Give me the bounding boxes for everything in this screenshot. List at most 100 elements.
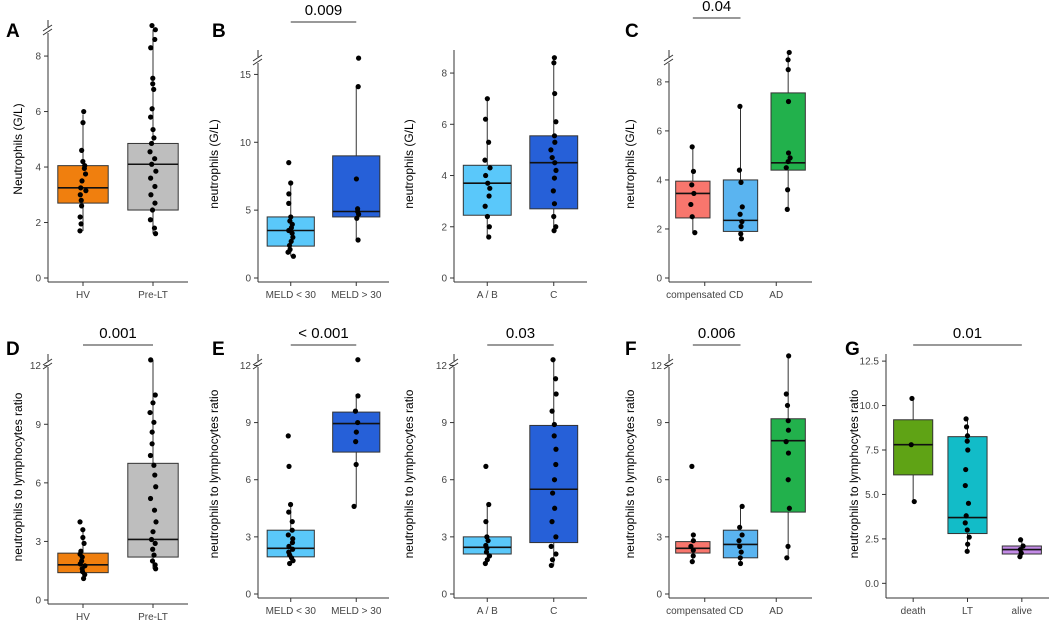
data-point bbox=[147, 217, 154, 223]
data-point bbox=[785, 98, 792, 105]
data-point bbox=[150, 529, 156, 535]
data-point bbox=[289, 539, 296, 546]
data-point bbox=[81, 108, 87, 115]
x-tick-label: MELD > 30 bbox=[331, 606, 382, 617]
y-axis-title: neutrophils to lymphocytes ratio bbox=[623, 389, 637, 558]
y-tick-label: 2 bbox=[35, 218, 41, 229]
data-point bbox=[552, 90, 558, 97]
x-tick-label: MELD < 30 bbox=[266, 290, 317, 301]
y-tick-label: 5.0 bbox=[865, 490, 879, 501]
x-tick-label: AD bbox=[769, 290, 783, 301]
data-point bbox=[151, 419, 157, 425]
box-compensated-cd bbox=[675, 463, 711, 565]
data-point bbox=[152, 472, 158, 478]
data-point bbox=[353, 429, 359, 435]
data-point bbox=[909, 395, 915, 402]
data-point bbox=[151, 552, 157, 558]
data-point bbox=[355, 357, 361, 363]
y-tick-label: 6 bbox=[35, 107, 41, 118]
data-point bbox=[152, 562, 158, 568]
box-pre-lt bbox=[127, 22, 179, 237]
data-point bbox=[149, 441, 155, 447]
data-point bbox=[783, 391, 789, 397]
data-point bbox=[963, 466, 969, 473]
data-point bbox=[153, 168, 159, 174]
x-tick-label: compensated CD bbox=[666, 606, 743, 617]
data-point bbox=[152, 36, 158, 43]
panel-letter: F bbox=[625, 339, 637, 360]
data-point bbox=[80, 158, 86, 165]
data-point bbox=[290, 536, 296, 542]
y-tick-label: 6 bbox=[656, 475, 662, 486]
box-body bbox=[529, 135, 579, 210]
data-point bbox=[785, 187, 791, 193]
data-point bbox=[78, 221, 84, 227]
data-point bbox=[81, 540, 87, 546]
data-point bbox=[737, 211, 743, 217]
axis-break-mark bbox=[663, 54, 674, 62]
data-point bbox=[1018, 537, 1024, 543]
data-point bbox=[553, 119, 559, 125]
y-tick-label: 3 bbox=[245, 532, 251, 543]
data-point bbox=[152, 200, 158, 206]
data-point bbox=[354, 206, 361, 212]
data-point bbox=[152, 183, 158, 190]
data-point bbox=[487, 165, 493, 171]
y-tick-label: 0 bbox=[441, 590, 447, 601]
data-point bbox=[286, 549, 292, 555]
panel-e2: neutrophils to lymphocytes ratio 0 3 6 9 12 A … bbox=[402, 325, 587, 617]
data-point bbox=[549, 519, 555, 525]
panel-a1: A Neutrophils (G/L) 0 2 4 6 8 HV Pre-LT bbox=[6, 20, 188, 301]
y-tick-label: 2 bbox=[656, 224, 662, 235]
box-a-b bbox=[462, 96, 512, 240]
data-point bbox=[965, 500, 972, 506]
data-point bbox=[1017, 546, 1023, 553]
data-point bbox=[483, 463, 489, 469]
data-point bbox=[148, 357, 154, 363]
panel-b2: neutrophils (G/L) 0 2 4 6 8 A / B C bbox=[402, 50, 587, 301]
data-point bbox=[147, 495, 154, 502]
data-point bbox=[147, 149, 153, 155]
data-point bbox=[737, 560, 744, 567]
box-hv bbox=[57, 108, 109, 234]
data-point bbox=[153, 484, 159, 490]
data-point bbox=[486, 234, 492, 240]
data-point bbox=[287, 218, 293, 224]
data-point bbox=[689, 463, 695, 469]
data-point bbox=[786, 353, 792, 359]
y-tick-label: 12 bbox=[30, 361, 42, 372]
data-point bbox=[148, 192, 154, 198]
panel-letter: B bbox=[212, 21, 226, 42]
y-tick-label: 10 bbox=[240, 138, 252, 149]
data-point bbox=[690, 532, 696, 538]
y-axis-title: neutrophils to lymphocytes ratio bbox=[11, 392, 25, 561]
data-point bbox=[553, 224, 559, 230]
y-tick-label: 4 bbox=[441, 171, 447, 182]
data-point bbox=[738, 236, 745, 242]
data-point bbox=[286, 242, 293, 249]
data-point bbox=[784, 555, 790, 561]
data-point bbox=[288, 238, 294, 244]
data-point bbox=[79, 147, 85, 153]
data-point bbox=[149, 22, 155, 29]
data-point bbox=[690, 168, 697, 174]
data-point bbox=[150, 81, 156, 87]
data-point bbox=[551, 60, 557, 66]
y-tick-label: 0 bbox=[245, 590, 251, 601]
data-point bbox=[738, 223, 744, 230]
y-tick-label: 4 bbox=[656, 175, 662, 186]
x-tick-label: AD bbox=[769, 606, 783, 617]
panel-letter: G bbox=[845, 339, 860, 360]
data-point bbox=[783, 439, 789, 445]
data-point bbox=[149, 429, 155, 435]
data-point bbox=[738, 179, 744, 185]
data-point bbox=[785, 150, 792, 156]
data-point bbox=[78, 197, 84, 203]
data-point bbox=[689, 214, 695, 220]
axis-break-gap bbox=[664, 361, 674, 367]
y-tick-label: 9 bbox=[441, 418, 447, 429]
x-tick-label: HV bbox=[76, 612, 90, 620]
data-point bbox=[690, 547, 696, 553]
data-point bbox=[149, 207, 156, 213]
data-point bbox=[785, 427, 792, 433]
